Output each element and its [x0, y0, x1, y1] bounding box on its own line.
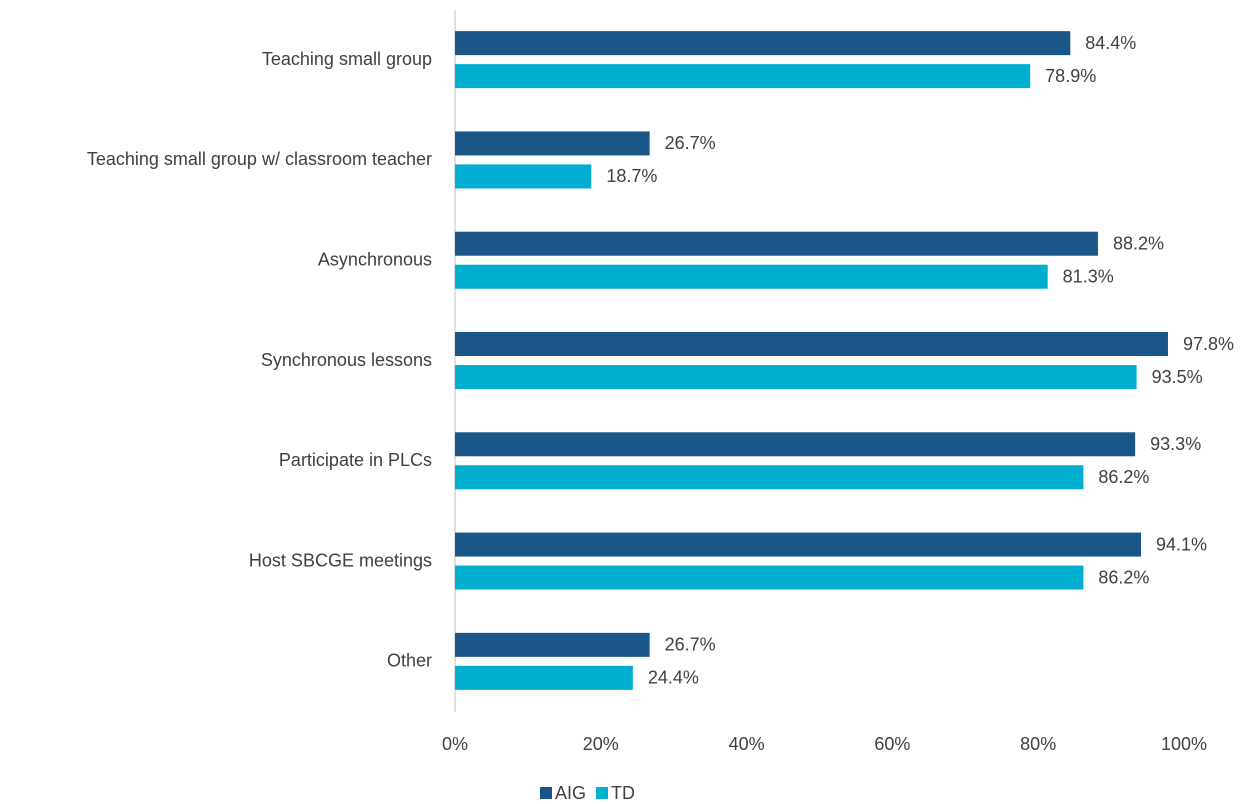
data-label: 84.4%: [1085, 33, 1136, 53]
x-tick-label: 100%: [1161, 734, 1207, 754]
y-tick-label: Teaching small group w/ classroom teache…: [87, 149, 432, 169]
bar: [455, 131, 650, 156]
data-label: 24.4%: [648, 668, 699, 688]
y-tick-label: Host SBCGE meetings: [249, 550, 432, 570]
y-tick-label: Other: [387, 651, 432, 671]
y-tick-label: Teaching small group: [262, 49, 432, 69]
legend-swatch: [596, 787, 609, 799]
data-label: 26.7%: [665, 635, 716, 655]
y-tick-label: Participate in PLCs: [279, 450, 432, 470]
x-tick-label: 40%: [729, 734, 765, 754]
data-label: 78.9%: [1045, 66, 1096, 86]
data-label: 93.3%: [1150, 434, 1201, 454]
bar: [455, 665, 633, 690]
data-label: 81.3%: [1063, 266, 1114, 286]
bar: [455, 465, 1084, 490]
x-tick-label: 80%: [1020, 734, 1056, 754]
bar: [455, 565, 1084, 590]
bar: [455, 432, 1136, 457]
bar: [455, 64, 1031, 89]
bar: [455, 231, 1098, 256]
data-label: 93.5%: [1152, 367, 1203, 387]
bar: [455, 332, 1168, 356]
bar: [455, 532, 1141, 557]
data-label: 94.1%: [1156, 534, 1207, 554]
data-label: 18.7%: [606, 166, 657, 186]
data-label: 86.2%: [1098, 567, 1149, 587]
y-tick-label: Asynchronous: [318, 249, 432, 269]
data-label: 97.8%: [1183, 334, 1234, 354]
data-label: 88.2%: [1113, 233, 1164, 253]
data-label: 26.7%: [665, 133, 716, 153]
bar: [455, 632, 650, 657]
legend-label: TD: [611, 783, 635, 803]
bar: [455, 365, 1137, 389]
x-tick-label: 60%: [874, 734, 910, 754]
x-tick-label: 0%: [442, 734, 468, 754]
bar: [455, 164, 592, 189]
x-tick-label: 20%: [583, 734, 619, 754]
bar: [455, 264, 1048, 289]
legend-label: AIG: [555, 783, 586, 803]
legend-swatch: [540, 787, 552, 799]
data-label: 86.2%: [1098, 467, 1149, 487]
bar: [455, 31, 1071, 56]
y-tick-label: Synchronous lessons: [261, 350, 432, 370]
